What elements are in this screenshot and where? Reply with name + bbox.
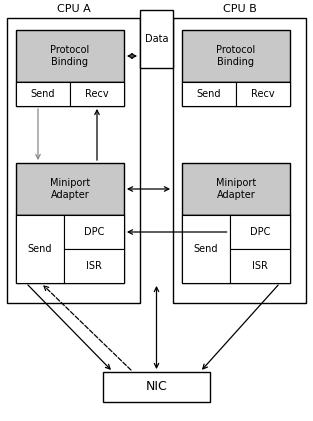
Text: CPU A: CPU A [57, 4, 90, 14]
Text: CPU B: CPU B [223, 4, 256, 14]
Bar [229, 215, 290, 249]
Bar [182, 215, 290, 283]
Bar [182, 30, 290, 82]
Text: Protocol
Binding: Protocol Binding [216, 45, 256, 67]
Bar [103, 372, 210, 402]
Text: NIC: NIC [146, 381, 167, 394]
Bar [16, 82, 124, 106]
Bar [236, 82, 290, 106]
Text: Miniport
Adapter: Miniport Adapter [50, 178, 90, 200]
Text: Data: Data [145, 34, 168, 44]
Bar [182, 163, 290, 215]
Bar [70, 82, 124, 106]
Text: DPC: DPC [249, 227, 270, 237]
Text: Miniport
Adapter: Miniport Adapter [216, 178, 256, 200]
Text: ISR: ISR [252, 261, 268, 271]
Text: Send: Send [197, 89, 221, 99]
Text: ISR: ISR [86, 261, 102, 271]
Bar [7, 18, 140, 303]
Text: Recv: Recv [85, 89, 109, 99]
Bar [64, 215, 124, 249]
Text: Protocol
Binding: Protocol Binding [50, 45, 90, 67]
Bar [229, 249, 290, 283]
Bar [16, 30, 124, 82]
Text: Send: Send [28, 244, 52, 254]
Bar [182, 82, 290, 106]
Bar [16, 82, 70, 106]
Bar [64, 249, 124, 283]
Bar [140, 10, 173, 68]
Bar [16, 163, 124, 215]
Bar [182, 215, 229, 283]
Bar [16, 215, 64, 283]
Text: Send: Send [193, 244, 218, 254]
Text: Send: Send [31, 89, 55, 99]
Bar [16, 215, 124, 283]
Text: Recv: Recv [251, 89, 275, 99]
Bar [173, 18, 306, 303]
Bar [182, 82, 236, 106]
Text: DPC: DPC [84, 227, 104, 237]
